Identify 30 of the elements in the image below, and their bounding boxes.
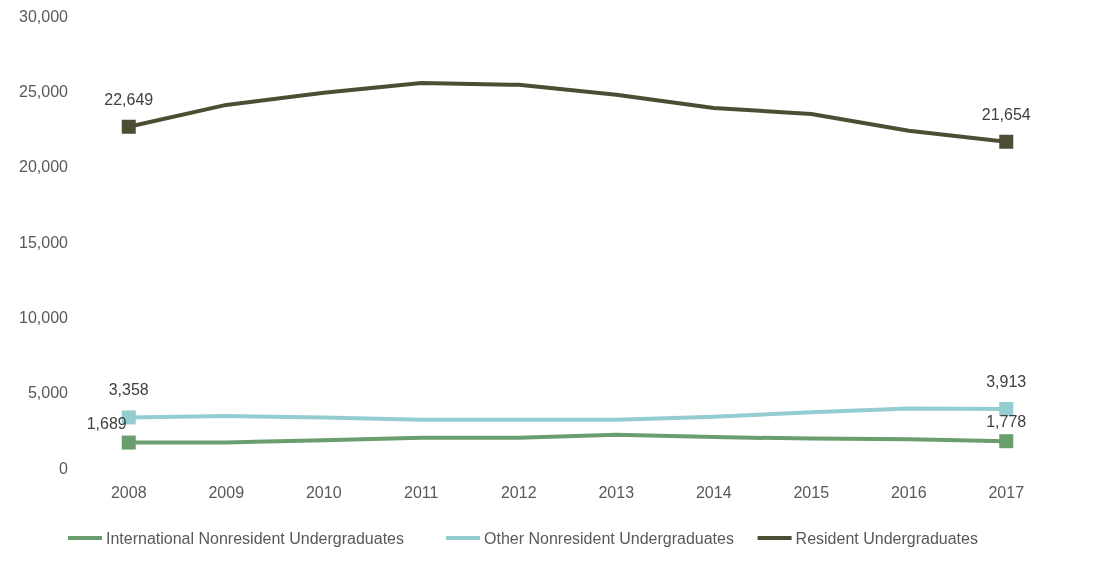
x-tick-label: 2012: [500, 484, 537, 501]
data-label: 21,654: [981, 105, 1031, 123]
legend-label: International Nonresident Undergraduates: [106, 529, 404, 547]
x-tick-label: 2015: [793, 484, 830, 501]
x-tick-label: 2017: [988, 484, 1025, 501]
x-tick-label: 2009: [208, 484, 245, 501]
x-tick-label: 2008: [110, 484, 147, 501]
x-tick-label: 2016: [890, 484, 927, 501]
x-tick-label: 2014: [695, 484, 732, 501]
y-tick-label: 15,000: [19, 233, 69, 251]
y-tick-label: 5,000: [27, 384, 69, 402]
legend-label: Resident Undergraduates: [795, 529, 978, 547]
x-tick-label: 2013: [598, 484, 635, 501]
data-label: 3,913: [986, 373, 1027, 391]
point: [999, 434, 1014, 449]
point: [121, 435, 136, 450]
data-label: 22,649: [104, 90, 154, 108]
point: [999, 134, 1014, 149]
y-tick-label: 25,000: [19, 82, 69, 100]
y-tick-label: 30,000: [19, 7, 69, 25]
y-tick-label: 10,000: [19, 308, 69, 326]
data-label: 1,689: [86, 414, 127, 432]
point: [121, 119, 136, 134]
legend-label: Other Nonresident Undergraduates: [484, 529, 734, 547]
x-tick-label: 2010: [305, 484, 342, 501]
data-label: 3,358: [108, 381, 149, 399]
y-tick-label: 0: [59, 459, 69, 477]
data-label: 1,778: [986, 413, 1027, 431]
x-tick-label: 2011: [404, 484, 439, 501]
y-tick-label: 20,000: [19, 158, 69, 176]
